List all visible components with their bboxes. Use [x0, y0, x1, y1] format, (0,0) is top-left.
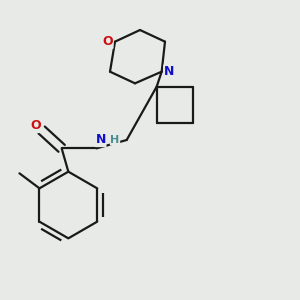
Text: H: H: [110, 135, 120, 145]
Text: O: O: [102, 35, 113, 48]
Text: N: N: [95, 134, 106, 146]
Text: N: N: [164, 65, 174, 78]
Text: O: O: [30, 119, 41, 133]
